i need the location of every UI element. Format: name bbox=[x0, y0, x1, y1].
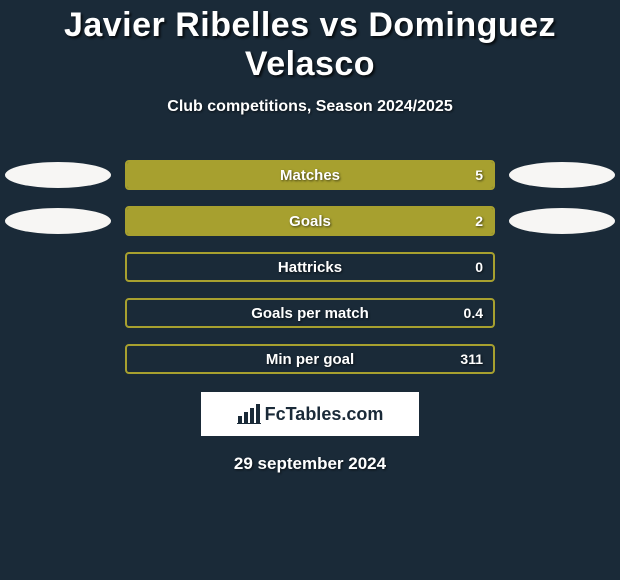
left-spacer bbox=[5, 300, 111, 326]
left-spacer bbox=[5, 254, 111, 280]
stat-bar: Goals2 bbox=[125, 206, 495, 236]
stat-bar-label: Matches bbox=[127, 162, 493, 188]
right-spacer bbox=[509, 254, 615, 280]
stat-rows: Matches5Goals2Hattricks0Goals per match0… bbox=[0, 160, 620, 374]
stat-bar-value: 311 bbox=[460, 346, 483, 372]
date-text: 29 september 2024 bbox=[0, 454, 620, 474]
right-spacer bbox=[509, 346, 615, 372]
left-spacer bbox=[5, 346, 111, 372]
stat-bar-label: Goals bbox=[127, 208, 493, 234]
left-ellipse bbox=[5, 162, 111, 188]
stat-row: Hattricks0 bbox=[5, 252, 615, 282]
page-title: Javier Ribelles vs Dominguez Velasco bbox=[0, 0, 620, 84]
stat-bar: Min per goal311 bbox=[125, 344, 495, 374]
right-ellipse bbox=[509, 208, 615, 234]
stat-row: Goals2 bbox=[5, 206, 615, 236]
stat-bar-label: Min per goal bbox=[127, 346, 493, 372]
infographic-root: Javier Ribelles vs Dominguez Velasco Clu… bbox=[0, 0, 620, 580]
stat-bar-value: 2 bbox=[475, 208, 483, 234]
right-ellipse bbox=[509, 162, 615, 188]
subtitle: Club competitions, Season 2024/2025 bbox=[0, 98, 620, 116]
logo-text: FcTables.com bbox=[265, 404, 384, 425]
logo-box: FcTables.com bbox=[201, 392, 419, 436]
stat-bar-value: 0.4 bbox=[464, 300, 483, 326]
stat-bar: Hattricks0 bbox=[125, 252, 495, 282]
bar-chart-icon bbox=[237, 404, 261, 424]
stat-row: Goals per match0.4 bbox=[5, 298, 615, 328]
stat-bar-label: Goals per match bbox=[127, 300, 493, 326]
stat-bar: Matches5 bbox=[125, 160, 495, 190]
stat-bar-value: 5 bbox=[475, 162, 483, 188]
stat-bar: Goals per match0.4 bbox=[125, 298, 495, 328]
stat-row: Matches5 bbox=[5, 160, 615, 190]
right-spacer bbox=[509, 300, 615, 326]
stat-bar-value: 0 bbox=[475, 254, 483, 280]
stat-row: Min per goal311 bbox=[5, 344, 615, 374]
stat-bar-label: Hattricks bbox=[127, 254, 493, 280]
left-ellipse bbox=[5, 208, 111, 234]
